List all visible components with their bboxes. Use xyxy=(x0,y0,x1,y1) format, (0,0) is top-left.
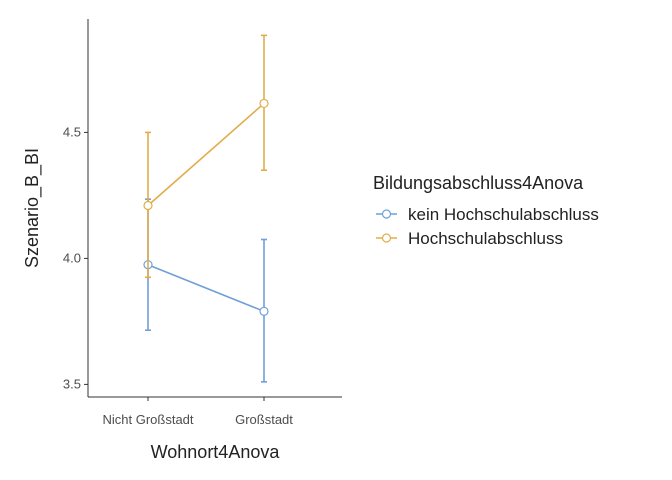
data-point xyxy=(259,306,269,316)
x-ticks: Nicht Großstadt Großstadt xyxy=(102,397,293,427)
axes xyxy=(87,19,342,398)
x-tick-label: Nicht Großstadt xyxy=(102,412,193,427)
legend-label: Hochschulabschluss xyxy=(408,229,563,248)
y-axis-title: Szenario_B_BI xyxy=(22,148,43,268)
series-1 xyxy=(143,198,269,383)
series-line xyxy=(147,102,265,207)
series-2 xyxy=(143,34,269,279)
legend: Bildungsabschluss4Anova kein Hochschulab… xyxy=(373,173,599,248)
y-tick-label: 4.0 xyxy=(63,250,81,265)
series-line xyxy=(147,263,265,313)
legend-item: Hochschulabschluss xyxy=(376,229,563,248)
y-tick-label: 3.5 xyxy=(63,376,81,391)
x-tick-label: Großstadt xyxy=(235,412,293,427)
x-axis-title: Wohnort4Anova xyxy=(151,442,281,462)
legend-item: kein Hochschulabschluss xyxy=(376,205,599,224)
series-layer xyxy=(143,34,269,383)
data-point xyxy=(143,200,153,211)
legend-label: kein Hochschulabschluss xyxy=(408,205,599,224)
legend-title: Bildungsabschluss4Anova xyxy=(373,173,584,193)
legend-point-swatch xyxy=(381,209,392,219)
y-ticks: 3.5 4.0 4.5 xyxy=(63,124,88,391)
data-point xyxy=(259,98,269,109)
legend-point-swatch xyxy=(381,233,392,243)
legend-items: kein Hochschulabschluss Hochschulabschlus… xyxy=(376,205,599,248)
y-tick-label: 4.5 xyxy=(63,124,81,139)
